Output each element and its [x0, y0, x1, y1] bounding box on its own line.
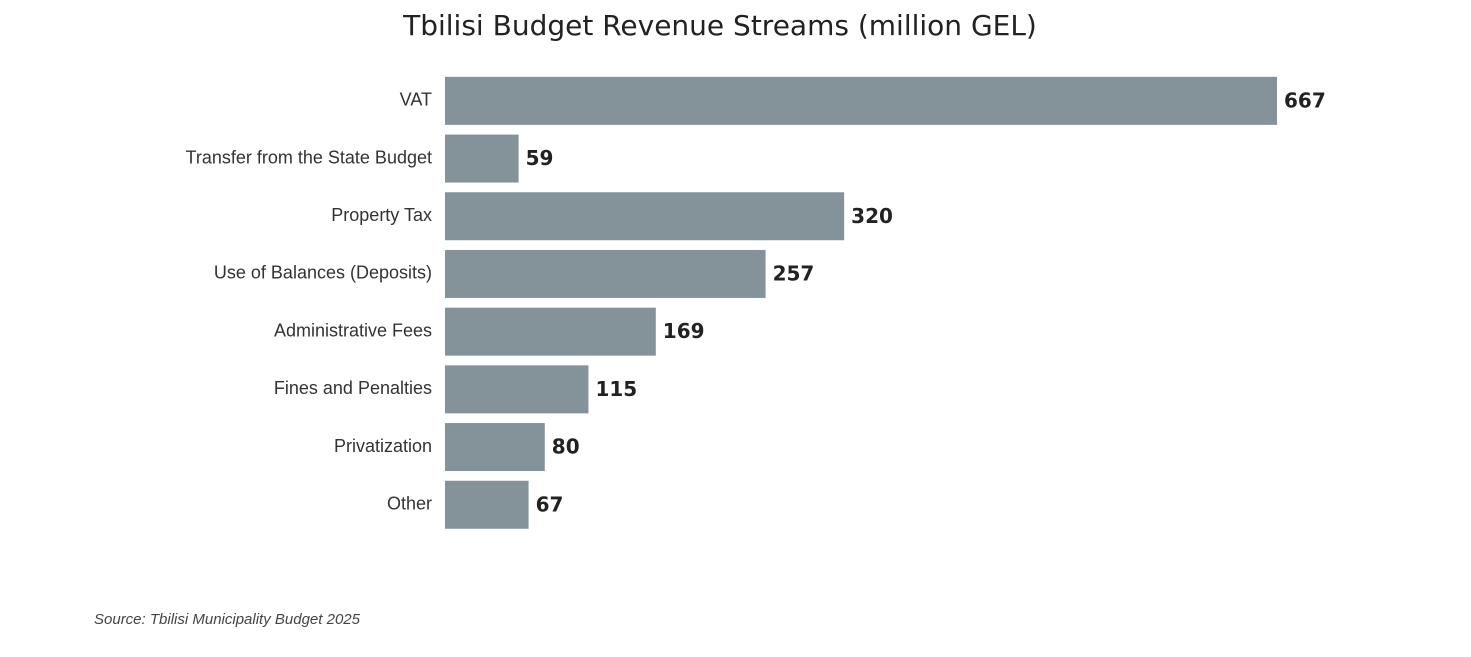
category-label: Use of Balances (Deposits) [214, 263, 432, 283]
value-label: 169 [663, 319, 705, 343]
chart-title: Tbilisi Budget Revenue Streams (million … [402, 9, 1037, 42]
value-label: 80 [552, 435, 580, 459]
bar [445, 134, 519, 183]
value-label: 67 [536, 492, 564, 516]
bar [445, 423, 545, 472]
value-label: 115 [595, 377, 637, 401]
value-label: 257 [773, 261, 815, 285]
value-label: 667 [1284, 88, 1326, 112]
category-label: Fines and Penalties [274, 378, 432, 398]
category-label: Privatization [334, 436, 432, 456]
category-label: Other [387, 494, 432, 514]
bar [445, 480, 529, 529]
category-label: Property Tax [331, 205, 432, 225]
category-label: Transfer from the State Budget [186, 147, 432, 167]
bar [445, 249, 766, 298]
bar [445, 307, 656, 356]
value-label: 59 [526, 146, 554, 170]
value-label: 320 [851, 204, 893, 228]
bar [445, 365, 589, 414]
category-label: VAT [400, 90, 432, 110]
bar [445, 192, 845, 241]
source-note: Source: Tbilisi Municipality Budget 2025 [94, 611, 361, 628]
category-label: Administrative Fees [274, 320, 432, 340]
bar [445, 76, 1277, 125]
